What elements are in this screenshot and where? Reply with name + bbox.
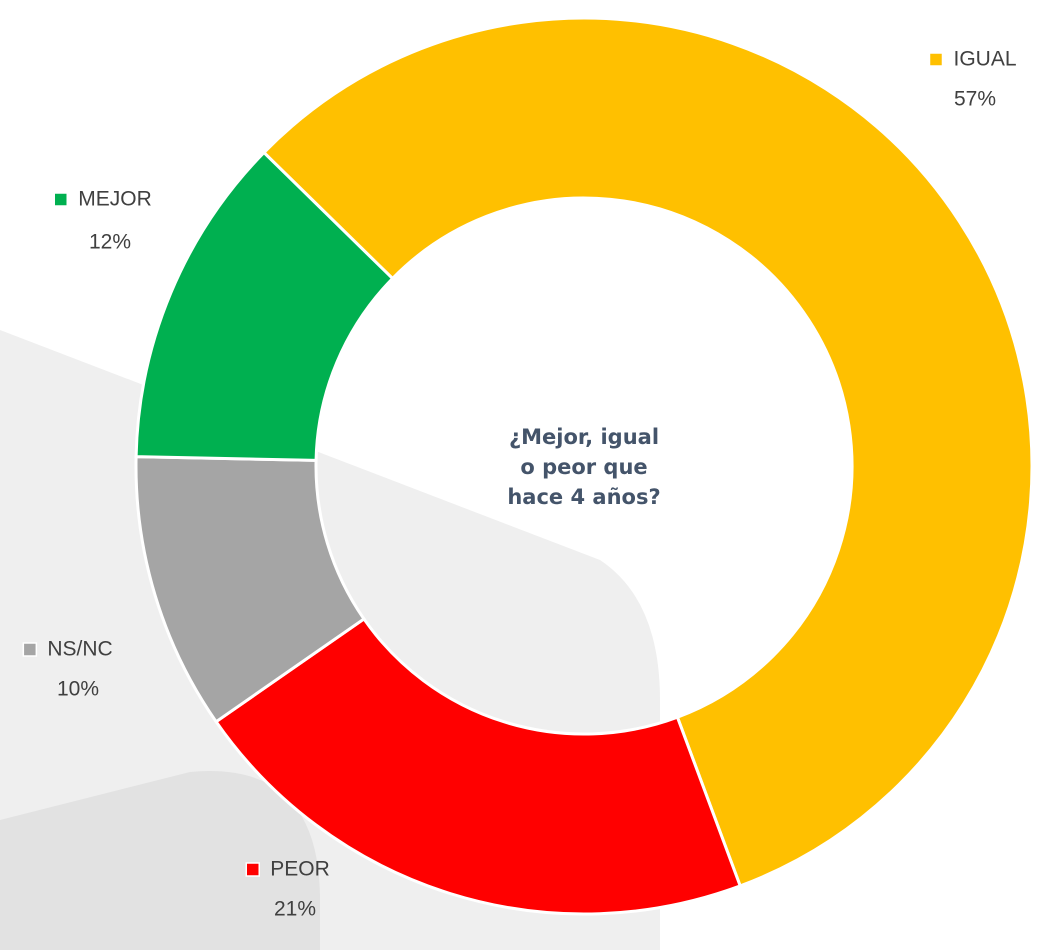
category-label: IGUAL xyxy=(953,48,1016,71)
legend-swatch xyxy=(22,642,38,657)
center-title: ¿Mejor, igual xyxy=(509,425,659,449)
legend-swatch xyxy=(928,52,944,67)
value-label: 21% xyxy=(274,898,316,921)
center-title: hace 4 años? xyxy=(507,485,660,509)
donut xyxy=(134,16,1034,916)
value-label: 10% xyxy=(57,678,99,701)
donut-segment xyxy=(134,150,395,462)
value-label: 57% xyxy=(954,88,996,111)
center-title: o peor que xyxy=(520,455,647,479)
category-label: PEOR xyxy=(270,858,330,881)
donut-segment xyxy=(261,16,1034,888)
value-label: 12% xyxy=(89,231,131,254)
category-label: MEJOR xyxy=(78,188,152,211)
legend-swatch xyxy=(53,192,68,207)
donut-segment xyxy=(214,616,743,916)
legend-swatch xyxy=(245,862,260,877)
category-label: NS/NC xyxy=(47,638,112,661)
